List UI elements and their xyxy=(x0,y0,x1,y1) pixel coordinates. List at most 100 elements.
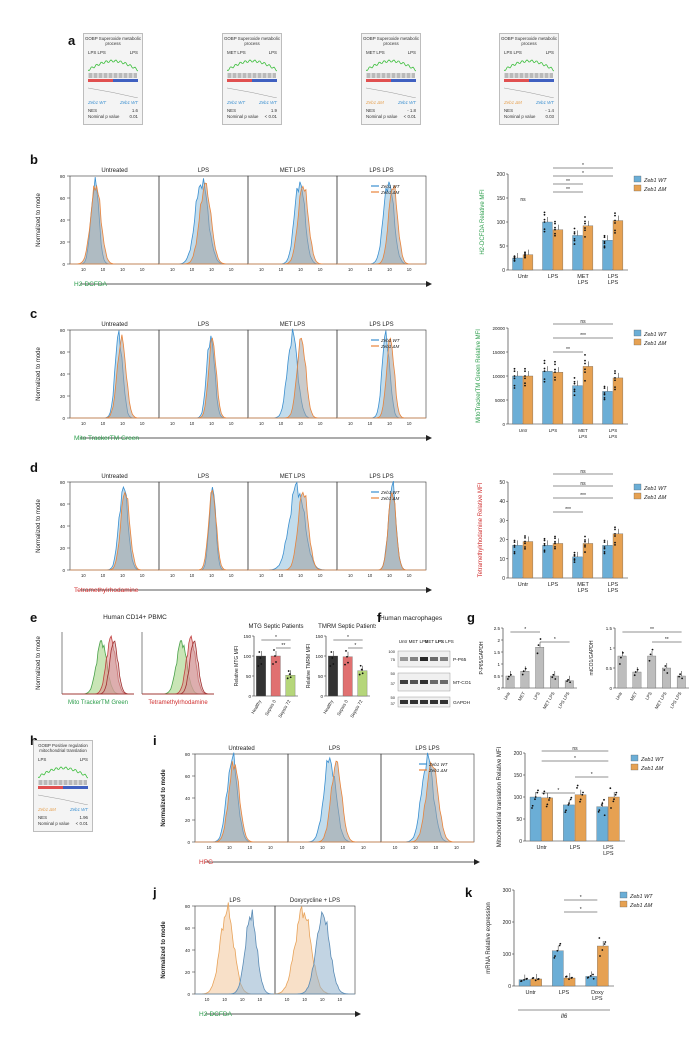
x-tick-label: 10 xyxy=(368,421,373,426)
bar xyxy=(541,797,553,842)
x-tick-label: 10 xyxy=(361,845,366,850)
y-tick-label: 0 xyxy=(497,686,500,691)
x-tick-label: LPS xyxy=(603,845,614,851)
y-tick-label: 100 xyxy=(315,654,323,659)
data-point xyxy=(615,791,618,794)
data-point xyxy=(614,219,616,222)
rank-bar-red xyxy=(227,79,252,82)
x-axis-label: Tetramethylrhodamine xyxy=(74,587,139,594)
y-tick-label: 150 xyxy=(497,196,506,202)
x-tick-label: Untr xyxy=(525,990,536,996)
bar xyxy=(328,655,338,697)
data-point xyxy=(603,236,606,239)
y-tick-label: 150 xyxy=(315,634,323,639)
data-point xyxy=(558,944,561,947)
x-tick-label: LPS xyxy=(609,434,618,439)
data-point xyxy=(536,652,539,655)
condition-title: Untreated xyxy=(101,168,127,174)
histogram-wt xyxy=(195,902,275,995)
bar xyxy=(256,655,266,697)
data-point xyxy=(603,393,606,396)
data-point xyxy=(614,212,616,215)
data-point xyxy=(573,227,576,230)
histogram-dm xyxy=(248,491,337,571)
x-axis-arrowhead xyxy=(355,1011,361,1017)
gsea-plot-0: GOBP Superoxide metabolic process LPS LPS… xyxy=(83,33,143,125)
data-point xyxy=(678,675,680,678)
data-point xyxy=(346,655,348,658)
bar xyxy=(552,950,564,987)
data-point xyxy=(603,234,606,237)
bar xyxy=(574,794,587,842)
x-tick-label: LPS xyxy=(579,434,588,439)
gsea-cond-left: MET LPS xyxy=(366,50,385,55)
bar xyxy=(522,254,534,271)
data-point xyxy=(554,379,556,381)
blot-band xyxy=(400,700,408,704)
y-tick-label: 0 xyxy=(502,576,505,582)
x-tick-label: Untr xyxy=(519,428,528,433)
bar xyxy=(522,541,534,579)
y-axis-label: Normalized to mode xyxy=(161,921,167,979)
data-point xyxy=(614,793,617,796)
data-point xyxy=(664,665,667,667)
bar xyxy=(632,671,642,689)
legend-wt-label: Zeb1 WT xyxy=(629,894,653,900)
legend-dm-swatch xyxy=(633,184,642,192)
data-point xyxy=(548,796,551,799)
y-tick-label: 1 xyxy=(609,646,612,651)
histogram-sepsis72 xyxy=(142,640,214,695)
x-tick-label: 10 xyxy=(81,421,86,426)
y-tick-label: 80 xyxy=(185,904,191,909)
data-point xyxy=(524,251,526,254)
data-point xyxy=(573,232,576,235)
data-point xyxy=(532,977,535,979)
x-tick-label: LPS xyxy=(532,691,541,701)
mw-marker: 100 xyxy=(388,649,395,654)
significance-label: ** xyxy=(650,627,654,633)
bar xyxy=(512,375,523,425)
bar-chart-k: 0 100 200 300 mRNA Relative expression Untr LP… xyxy=(486,888,653,1020)
condition-title: LPS xyxy=(198,474,209,480)
significance-label: ns xyxy=(580,481,586,487)
x-tick-label: 10 xyxy=(229,573,234,578)
x-tick-label: LPS xyxy=(608,280,619,286)
data-point xyxy=(614,232,616,234)
gsea-title: GOBP Positive regulation mitochondrial t… xyxy=(38,743,88,754)
bar xyxy=(512,257,523,271)
gsea-nes-label: NES xyxy=(38,815,48,820)
x-tick-label: 10 xyxy=(337,997,342,1002)
data-point xyxy=(600,804,603,806)
data-point xyxy=(614,388,616,391)
y-tick-label: 20 xyxy=(60,546,66,551)
legend-dm-label: Zeb1 ΔM xyxy=(643,495,667,501)
histogram-dm xyxy=(381,761,474,843)
legend-dm-label: Zeb1 ΔM xyxy=(643,341,667,347)
data-point xyxy=(524,667,527,670)
significance-label: * xyxy=(347,635,349,641)
y-tick-label: 0.5 xyxy=(494,674,501,679)
bar xyxy=(602,391,613,425)
x-tick-label: 10 xyxy=(190,267,195,272)
y-tick-label: 0 xyxy=(62,262,65,267)
gsea-nes-value: 1.96 xyxy=(79,815,88,820)
data-point xyxy=(521,673,524,676)
bar-chart-i: 0 50 100 150 200 Mitochondrial translation Re… xyxy=(497,746,664,857)
data-point xyxy=(554,678,557,680)
x-tick-label: 10 xyxy=(257,997,262,1002)
x-tick-label: MET LPS xyxy=(542,691,556,710)
data-point xyxy=(513,539,516,542)
legend-dm-label: Zeb1 ΔM xyxy=(380,344,400,349)
x-tick-label: 10 xyxy=(222,997,227,1002)
data-point xyxy=(554,232,556,235)
condition-title: Doxycycline + LPS xyxy=(290,898,340,904)
data-point xyxy=(513,387,516,389)
data-point xyxy=(614,222,616,224)
histogram-sepsis72 xyxy=(62,640,134,695)
gsea-plot-1: GOBP Superoxide metabolic process MET LPS… xyxy=(222,33,282,125)
gsea-title: GOBP Superoxide metabolic process xyxy=(223,36,281,47)
gsea-plot-3: GOBP Superoxide metabolic process LPS LPS… xyxy=(499,33,559,125)
data-point xyxy=(573,239,576,242)
data-point xyxy=(531,804,534,807)
